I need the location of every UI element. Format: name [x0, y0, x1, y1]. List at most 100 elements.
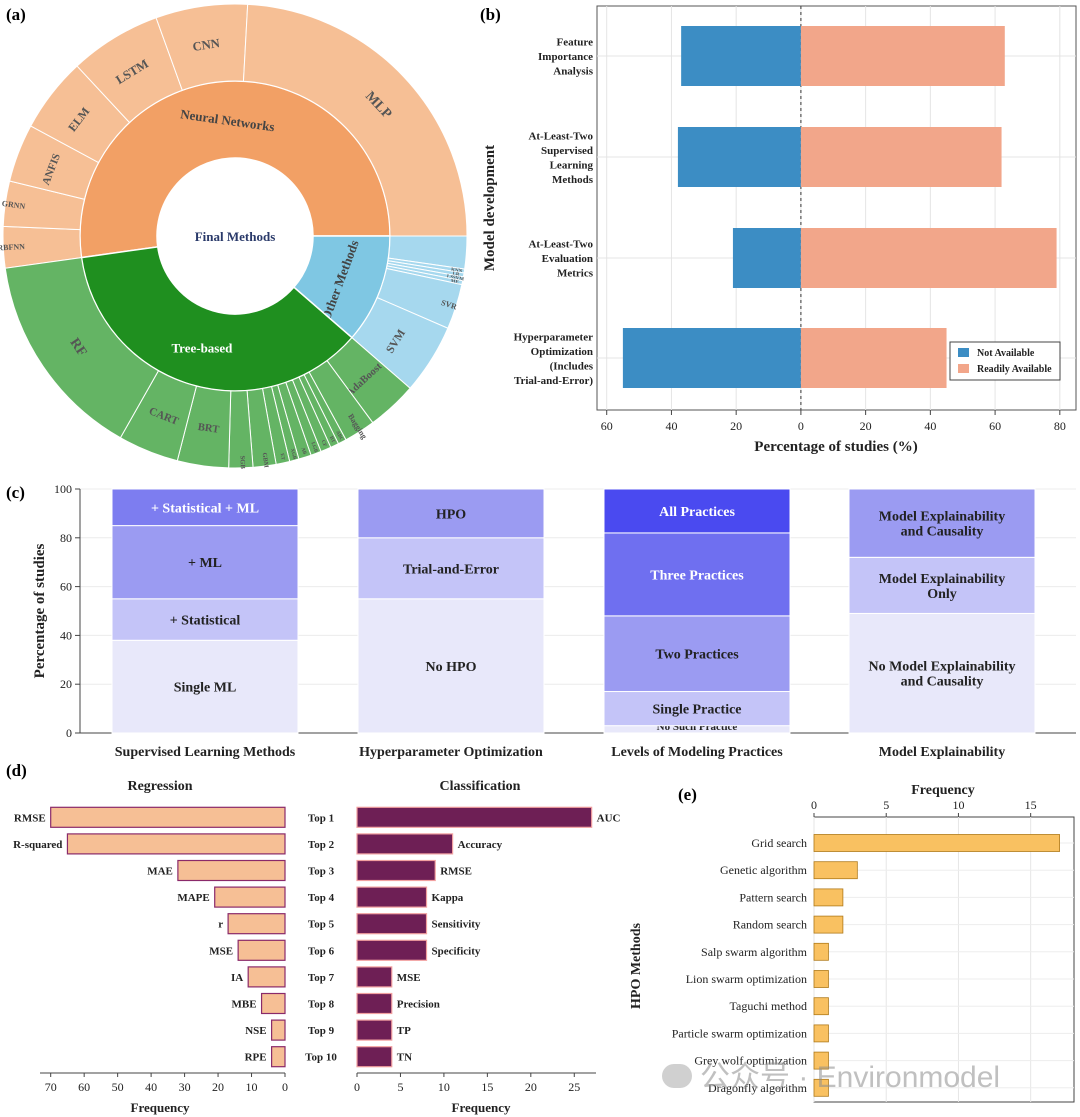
- stack-segment: [111, 488, 299, 527]
- stack-label: Three Practices: [650, 568, 744, 583]
- watermark: 公众号 · Environmodel: [662, 1052, 1000, 1096]
- diverging-bar-chart: 60 40 20 0 20 40 60 80 Feature Importance Analysis…: [482, 5, 1077, 455]
- regression-metric-label: MAPE: [177, 892, 209, 904]
- stack-label: HPO: [436, 507, 466, 522]
- sunburst-label-cf: CF: [320, 440, 327, 448]
- xtick-label-regression: 30: [179, 1080, 191, 1094]
- regression-metric-label: R-squared: [13, 839, 62, 851]
- sunburst-label-lr: LR: [452, 272, 460, 278]
- hpo-method-label: Taguchi method: [730, 999, 807, 1013]
- sunburst-group-label-tree-based: Tree-based: [171, 341, 233, 356]
- stack-segment: [603, 532, 791, 617]
- stack-segment: [357, 537, 545, 600]
- stack-segment: [848, 612, 1036, 734]
- ytick-label-c: 40: [60, 628, 72, 642]
- watermark-text: 公众号 · Environmodel: [700, 1061, 1001, 1094]
- hpo-method-label: Pattern search: [739, 890, 807, 904]
- sunburst-label-cnn: CNN: [192, 36, 221, 54]
- sunburst-label-rbfnn: RBFNN: [0, 242, 25, 252]
- x-axis-label-classification: Frequency: [452, 1100, 511, 1115]
- bar-readily-available: [800, 26, 1005, 86]
- regression-metric-label: MAE: [147, 866, 173, 878]
- xtick-label-b: 0: [798, 419, 804, 433]
- hpo-bar: [813, 1024, 829, 1043]
- bar-not-available: [681, 26, 801, 86]
- xtick-label-b: 60: [601, 419, 613, 433]
- classification-bar: [356, 859, 436, 882]
- xtick-label-b: 40: [924, 419, 936, 433]
- hpo-bar: [813, 997, 829, 1016]
- hpo-method-label: Particle swarm optimization: [672, 1026, 807, 1040]
- hpo-method-label: Genetic algorithm: [720, 863, 808, 877]
- stack-label: + Statistical + ML: [151, 501, 259, 516]
- classification-bar: [356, 833, 454, 855]
- xtick-label-regression: 50: [112, 1080, 124, 1094]
- classification-metric-label: Kappa: [432, 892, 464, 904]
- classification-bar: [356, 992, 393, 1015]
- xtick-label-e: 5: [883, 798, 889, 812]
- panel-label-e: (e): [678, 785, 697, 804]
- rank-label: Top 5: [308, 919, 335, 931]
- stack-label: Single Practice: [652, 703, 741, 718]
- xtick-label-regression: 20: [212, 1080, 224, 1094]
- classification-metric-label: RMSE: [440, 866, 472, 878]
- hpo-bar: [813, 915, 844, 934]
- stack-segment: [111, 639, 299, 734]
- stack-label: Model Explainability Only: [879, 572, 1005, 602]
- sunburst-label-sgb: SGB: [238, 456, 245, 470]
- classification-metric-label: Precision: [397, 999, 440, 1011]
- category-label-b: Hyperparameter Optimization (Includes Trial…: [514, 331, 594, 387]
- ytick-label-c: 80: [60, 531, 72, 545]
- bar-not-available: [732, 228, 801, 288]
- panel-label-c: (c): [6, 483, 25, 502]
- xtick-label-classification: 25: [568, 1080, 580, 1094]
- sunburst-label-grnn: GRNN: [1, 199, 26, 211]
- regression-metric-label: RMSE: [14, 812, 46, 824]
- xtick-label-e: 10: [952, 798, 964, 812]
- y-axis-label-e: HPO Methods: [629, 922, 644, 1008]
- xtick-label-classification: 5: [397, 1080, 403, 1094]
- sunburst-label-me: ME: [450, 279, 460, 286]
- regression-bar: [247, 966, 286, 988]
- y-axis-label-b: Model development: [482, 145, 498, 271]
- hpo-method-label: Dragonfly algorithm: [708, 1081, 808, 1095]
- xtick-label-regression: 40: [145, 1080, 157, 1094]
- hpo-bar: [813, 1051, 829, 1070]
- sunburst-label-abc: ABC: [334, 430, 343, 442]
- hpo-bar: [813, 942, 829, 961]
- classification-bar: [356, 806, 593, 828]
- regression-metric-label: MBE: [232, 999, 257, 1011]
- hpo-bar: [813, 834, 1060, 852]
- classification-metric-label: Sensitivity: [432, 919, 481, 931]
- stack-label: Trial-and-Error: [403, 562, 499, 577]
- classification-bar: [356, 913, 428, 935]
- hpo-bar: [813, 888, 844, 907]
- sunburst-label-bt: BT: [328, 436, 336, 445]
- category-label-b: At-Least-Two Supervised Learning Methods: [528, 130, 593, 186]
- regression-bar: [271, 1046, 286, 1068]
- classification-bar: [356, 1046, 393, 1068]
- hpo-method-label: Grey wolf optimization: [694, 1054, 807, 1068]
- wechat-icon: [662, 1064, 692, 1089]
- xtick-label-regression: 60: [78, 1080, 90, 1094]
- panel-label-d: (d): [6, 761, 27, 780]
- rank-label: Top 10: [305, 1052, 337, 1064]
- category-label-c: Hyperparameter Optimization: [359, 745, 543, 760]
- category-label-b: At-Least-Two Evaluation Metrics: [528, 239, 593, 280]
- classification-metric-label: TN: [397, 1052, 412, 1064]
- sunburst-label-brt: BRT: [197, 422, 220, 436]
- classification-metric-label: TP: [397, 1025, 411, 1037]
- y-axis-label-c: Percentage of studies: [32, 543, 48, 678]
- sunburst-label-et: ET: [279, 453, 285, 461]
- hpo-bar: [813, 861, 858, 880]
- hpo-frequency-chart: 0 5 10 15 Frequency Grid search Genetic algori…: [629, 783, 1075, 1103]
- legend-swatch: [958, 364, 969, 373]
- panel-label-a: (a): [6, 5, 26, 24]
- classification-bar: [356, 939, 428, 961]
- regression-metric-label: RPE: [245, 1052, 267, 1064]
- xtick-label-classification: 15: [481, 1080, 493, 1094]
- classification-title: Classification: [440, 779, 521, 794]
- sunburst-label-knn: KNN: [451, 268, 463, 275]
- rank-label: Top 7: [308, 972, 335, 984]
